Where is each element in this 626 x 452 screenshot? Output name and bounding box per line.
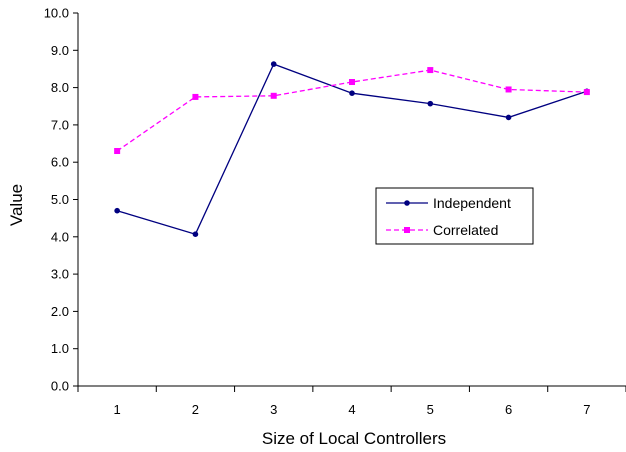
legend-label-correlated: Correlated (433, 222, 498, 238)
data-point-independent (349, 90, 355, 96)
series-correlated (114, 67, 590, 155)
data-point-correlated (192, 93, 199, 100)
x-tick-label: 7 (583, 402, 590, 417)
data-point-correlated (427, 67, 434, 74)
data-point-correlated (583, 89, 590, 96)
data-point-independent (114, 207, 120, 214)
y-tick-label: 6.0 (51, 155, 69, 170)
x-tick-label: 5 (427, 402, 434, 417)
series-layer (114, 61, 590, 237)
y-tick-label: 5.0 (51, 192, 69, 207)
axes (73, 12, 626, 392)
legend: Independent Correlated (375, 187, 534, 245)
x-tick-label: 6 (505, 402, 512, 417)
y-tick-label: 4.0 (51, 229, 69, 244)
x-axis-title: Size of Local Controllers (262, 429, 446, 448)
data-point-correlated (270, 92, 277, 99)
data-point-independent (270, 61, 277, 67)
data-point-correlated (349, 79, 355, 86)
y-tick-label: 8.0 (51, 80, 69, 95)
y-tick-label: 7.0 (51, 117, 69, 132)
x-tick-label: 4 (348, 402, 355, 417)
y-tick-label: 10.0 (44, 6, 69, 21)
y-tick-label: 2.0 (51, 304, 69, 319)
y-tick-label: 1.0 (51, 341, 69, 356)
x-tick-label: 1 (114, 402, 121, 417)
legend-marker-independent (404, 200, 410, 206)
y-axis-title: Value (7, 184, 26, 226)
data-point-independent (505, 114, 512, 121)
data-point-independent (192, 231, 199, 237)
series-independent (114, 61, 590, 237)
y-tick-label: 3.0 (51, 267, 69, 282)
y-tick-label: 0.0 (51, 379, 69, 394)
legend-label-independent: Independent (433, 195, 511, 211)
data-point-correlated (114, 148, 121, 155)
data-point-correlated (505, 86, 512, 93)
y-tick-labels: 0.0 1.0 2.0 3.0 4.0 5.0 6.0 7.0 8.0 9.0 10.0 (44, 6, 69, 394)
x-tick-label: 3 (270, 402, 277, 417)
y-tick-label: 9.0 (51, 43, 69, 58)
x-tick-labels: 1 2 3 4 5 6 7 (114, 402, 591, 417)
legend-marker-correlated (404, 227, 410, 233)
legend-box (375, 187, 534, 245)
x-tick-label: 2 (192, 402, 199, 417)
data-point-independent (427, 100, 434, 107)
